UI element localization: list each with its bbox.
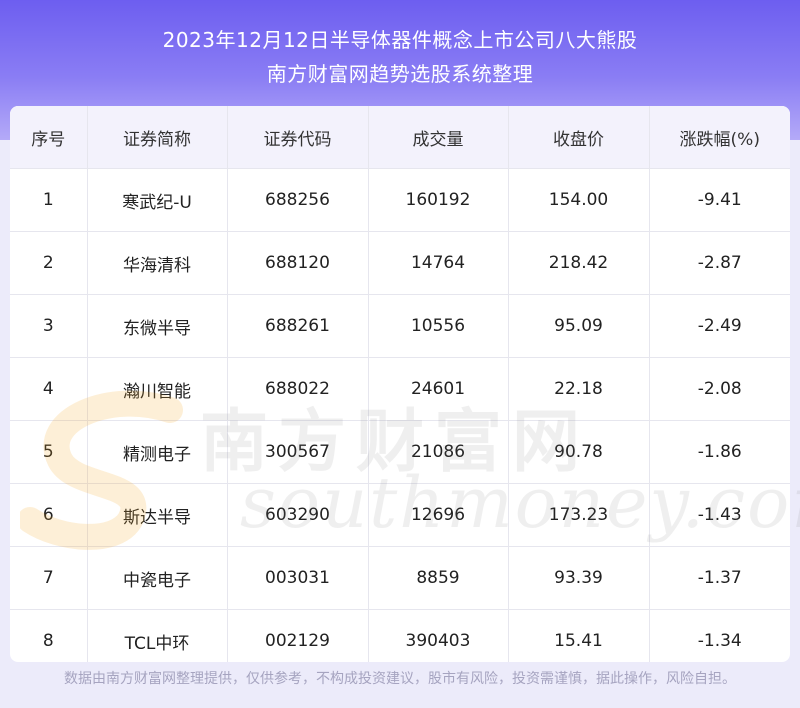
cell-index: 8 [10, 609, 88, 662]
table-row: 8 TCL中环 002129 390403 15.41 -1.34 [10, 609, 790, 662]
cell-close: 173.23 [508, 483, 650, 547]
column-header: 涨跌幅(%) [649, 106, 790, 169]
table-row: 6 斯达半导 603290 12696 173.23 -1.43 [10, 483, 790, 547]
cell-volume: 24601 [368, 357, 509, 421]
table-row: 4 瀚川智能 688022 24601 22.18 -2.08 [10, 357, 790, 421]
page-subtitle: 南方财富网趋势选股系统整理 [266, 62, 534, 86]
cell-close: 154.00 [508, 168, 650, 232]
cell-index: 6 [10, 483, 88, 547]
column-header: 序号 [10, 106, 88, 169]
table-row: 1 寒武纪-U 688256 160192 154.00 -9.41 [10, 168, 790, 232]
cell-close: 22.18 [508, 357, 650, 421]
cell-code: 003031 [227, 546, 369, 610]
data-table-card: 序号 证券简称 证券代码 成交量 收盘价 涨跌幅(%) 1 寒武纪-U 6882… [10, 106, 790, 662]
cell-change: -1.37 [649, 546, 790, 610]
cell-volume: 12696 [368, 483, 509, 547]
cell-volume: 8859 [368, 546, 509, 610]
table-row: 2 华海清科 688120 14764 218.42 -2.87 [10, 231, 790, 295]
cell-name: 瀚川智能 [87, 357, 228, 421]
cell-volume: 21086 [368, 420, 509, 484]
cell-code: 688120 [227, 231, 369, 295]
cell-index: 2 [10, 231, 88, 295]
cell-name: 华海清科 [87, 231, 228, 295]
cell-name: 精测电子 [87, 420, 228, 484]
table-header-row: 序号 证券简称 证券代码 成交量 收盘价 涨跌幅(%) [10, 106, 790, 169]
cell-close: 93.39 [508, 546, 650, 610]
cell-volume: 10556 [368, 294, 509, 358]
page-title: 2023年12月12日半导体器件概念上市公司八大熊股 [162, 28, 638, 52]
cell-name: 中瓷电子 [87, 546, 228, 610]
cell-close: 15.41 [508, 609, 650, 662]
cell-close: 218.42 [508, 231, 650, 295]
cell-close: 95.09 [508, 294, 650, 358]
cell-volume: 160192 [368, 168, 509, 232]
cell-volume: 390403 [368, 609, 509, 662]
cell-change: -2.49 [649, 294, 790, 358]
cell-change: -1.86 [649, 420, 790, 484]
cell-change: -1.34 [697, 631, 742, 651]
cell-close: 90.78 [508, 420, 650, 484]
cell-index: 5 [10, 420, 88, 484]
disclaimer-text: 数据由南方财富网整理提供，仅供参考，不构成投资建议，股市有风险，投资需谨慎，据此… [64, 671, 736, 687]
cell-name: 斯达半导 [87, 483, 228, 547]
cell-name: 东微半导 [87, 294, 228, 358]
cell-change: -1.43 [649, 483, 790, 547]
column-header: 收盘价 [508, 106, 650, 169]
cell-code: 002129 [227, 609, 369, 662]
cell-name: 寒武纪-U [87, 168, 228, 232]
cell-change: -2.87 [649, 231, 790, 295]
cell-name: TCL中环 [87, 609, 228, 662]
cell-volume: 14764 [368, 231, 509, 295]
cell-code: 688261 [227, 294, 369, 358]
cell-code: 688256 [227, 168, 369, 232]
stock-table: 序号 证券简称 证券代码 成交量 收盘价 涨跌幅(%) 1 寒武纪-U 6882… [10, 106, 790, 662]
cell-change: -2.08 [649, 357, 790, 421]
cell-index: 3 [10, 294, 88, 358]
table-row: 7 中瓷电子 003031 8859 93.39 -1.37 [10, 546, 790, 610]
cell-code: 688022 [227, 357, 369, 421]
table-row: 3 东微半导 688261 10556 95.09 -2.49 [10, 294, 790, 358]
cell-index: 7 [10, 546, 88, 610]
column-header: 成交量 [368, 106, 509, 169]
cell-change: -9.41 [649, 168, 790, 232]
column-header: 证券简称 [87, 106, 228, 169]
cell-index: 4 [10, 357, 88, 421]
table-row: 5 精测电子 300567 21086 90.78 -1.86 [10, 420, 790, 484]
cell-index: 1 [10, 168, 88, 232]
cell-code: 300567 [227, 420, 369, 484]
column-header: 证券代码 [227, 106, 369, 169]
cell-code: 603290 [227, 483, 369, 547]
